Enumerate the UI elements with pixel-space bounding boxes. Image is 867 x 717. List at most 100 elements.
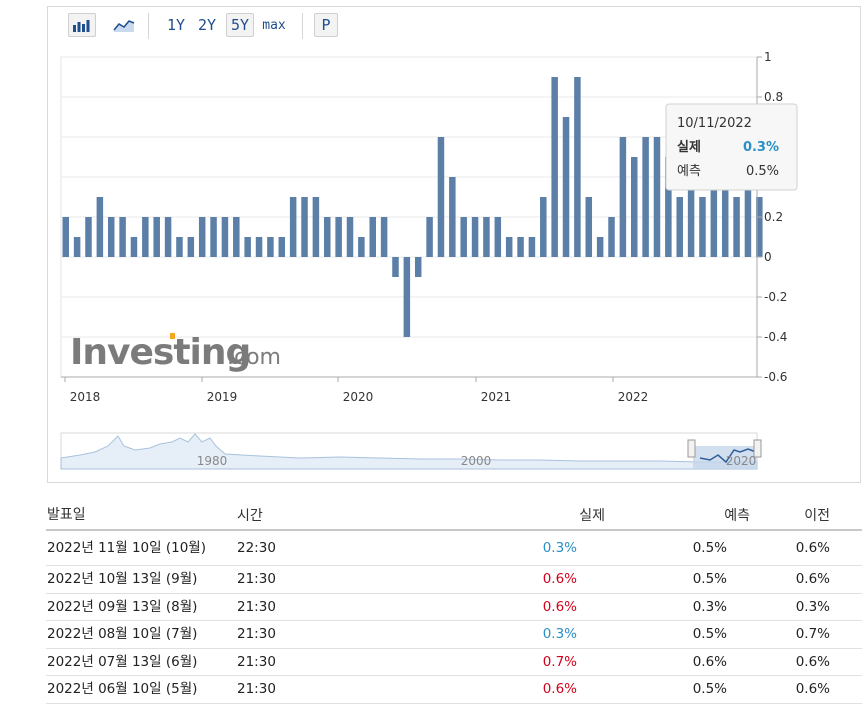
bar[interactable] — [744, 177, 752, 257]
bar[interactable] — [198, 217, 206, 257]
bar[interactable] — [278, 237, 286, 257]
row-date: 2022년 06월 10일 (5월) — [47, 681, 198, 698]
bar[interactable] — [494, 217, 502, 257]
bar[interactable] — [142, 217, 149, 257]
row-time: 21:30 — [237, 571, 276, 588]
bar[interactable] — [505, 237, 513, 257]
bar[interactable] — [756, 197, 763, 257]
bar[interactable] — [426, 217, 433, 257]
investing-watermark: Investing .com — [70, 332, 281, 373]
bar[interactable] — [107, 217, 115, 257]
bar[interactable] — [369, 217, 376, 257]
table-row: 2022년 06월 10일 (5월) 21:30 0.6% 0.5% 0.6% — [46, 676, 862, 704]
bar[interactable] — [403, 257, 411, 337]
row-time: 21:30 — [237, 653, 276, 670]
bar[interactable] — [665, 157, 672, 257]
line-chart-icon[interactable] — [110, 13, 138, 37]
row-forecast: 0.6% — [692, 653, 727, 670]
toolbar-separator — [302, 13, 303, 39]
y-tick-label: 0.2 — [764, 210, 783, 224]
bar[interactable] — [687, 177, 695, 257]
bar[interactable] — [676, 197, 683, 257]
range-max-button[interactable]: max — [262, 17, 286, 33]
bar[interactable] — [244, 237, 251, 257]
bar[interactable] — [73, 237, 81, 257]
bar[interactable] — [335, 217, 342, 257]
bar[interactable] — [324, 217, 331, 257]
bar[interactable] — [267, 237, 274, 257]
navigator-right-handle[interactable] — [753, 439, 762, 458]
navigator-label-2000: 2000 — [461, 454, 492, 468]
bar[interactable] — [255, 237, 263, 257]
bar[interactable] — [528, 237, 536, 257]
bar[interactable] — [608, 217, 615, 257]
bar[interactable] — [130, 237, 138, 257]
bar[interactable] — [733, 197, 740, 257]
bar[interactable] — [642, 137, 649, 257]
bar[interactable] — [414, 257, 422, 277]
table-row: 2022년 09월 13일 (8월) 21:30 0.6% 0.3% 0.3% — [46, 594, 862, 621]
bar-chart: 1 0.8 0.2 0 -0.2 -0.4 -0.6 2018 2019 2020 2021 202… — [60, 50, 798, 470]
table-row: 2022년 08월 10일 (7월) 21:30 0.3% 0.5% 0.7% — [46, 621, 862, 649]
bar[interactable] — [585, 197, 593, 257]
range-5y-button[interactable]: 5Y — [226, 13, 254, 37]
bar[interactable] — [210, 217, 217, 257]
bar[interactable] — [96, 197, 104, 257]
bar[interactable] — [710, 177, 718, 257]
bar[interactable] — [631, 157, 638, 257]
row-previous: 0.6% — [795, 571, 830, 588]
bar[interactable] — [119, 217, 126, 257]
bar[interactable] — [517, 237, 524, 257]
header-time: 시간 — [237, 507, 263, 524]
range-1y-button[interactable]: 1Y — [166, 16, 186, 34]
bar[interactable] — [551, 77, 558, 257]
bar[interactable] — [346, 217, 354, 257]
bar[interactable] — [233, 217, 240, 257]
row-forecast: 0.3% — [692, 598, 727, 615]
row-time: 21:30 — [237, 626, 276, 643]
bar[interactable] — [437, 137, 445, 257]
y-tick-label: -0.2 — [764, 290, 787, 304]
row-time: 21:30 — [237, 598, 276, 615]
bar[interactable] — [164, 217, 172, 257]
bar[interactable] — [471, 217, 479, 257]
bar[interactable] — [301, 197, 308, 257]
bar[interactable] — [289, 197, 297, 257]
bar[interactable] — [187, 237, 195, 257]
bar[interactable] — [85, 217, 92, 257]
bar[interactable] — [460, 217, 467, 257]
row-forecast: 0.5% — [692, 540, 727, 556]
tooltip-box — [665, 103, 798, 191]
bar[interactable] — [574, 77, 581, 257]
bar[interactable] — [392, 257, 399, 277]
bar[interactable] — [619, 137, 627, 257]
range-2y-button[interactable]: 2Y — [197, 16, 217, 34]
row-date: 2022년 09월 13일 (8월) — [47, 598, 198, 615]
bar[interactable] — [449, 177, 456, 257]
bar-chart-icon[interactable] — [68, 13, 96, 37]
bar[interactable] — [562, 117, 570, 257]
bar[interactable] — [153, 217, 160, 257]
bar[interactable] — [312, 197, 320, 257]
table-row: 2022년 10월 13일 (9월) 21:30 0.6% 0.5% 0.6% — [46, 566, 862, 594]
bar[interactable] — [596, 237, 604, 257]
row-forecast: 0.5% — [692, 626, 727, 643]
bar[interactable] — [380, 217, 388, 257]
x-axis: 2018 2019 2020 2021 2022 — [64, 377, 648, 404]
bar[interactable] — [358, 237, 365, 257]
bar[interactable] — [62, 217, 70, 257]
bar[interactable] — [653, 137, 661, 257]
navigator-left-handle[interactable] — [687, 439, 696, 458]
bar[interactable] — [540, 197, 547, 257]
bar[interactable] — [176, 237, 183, 257]
bar[interactable] — [721, 137, 729, 257]
p-button[interactable]: P — [314, 13, 338, 37]
chart-toolbar: 1Y 2Y 5Y max P — [48, 7, 860, 43]
y-tick-label: -0.6 — [764, 370, 787, 384]
navigator[interactable]: 1980 2000 2020 — [60, 432, 762, 470]
bar[interactable] — [221, 217, 229, 257]
bar[interactable] — [483, 217, 490, 257]
header-previous: 이전 — [804, 507, 830, 524]
x-tick-label: 2021 — [481, 390, 512, 404]
bar[interactable] — [699, 197, 706, 257]
